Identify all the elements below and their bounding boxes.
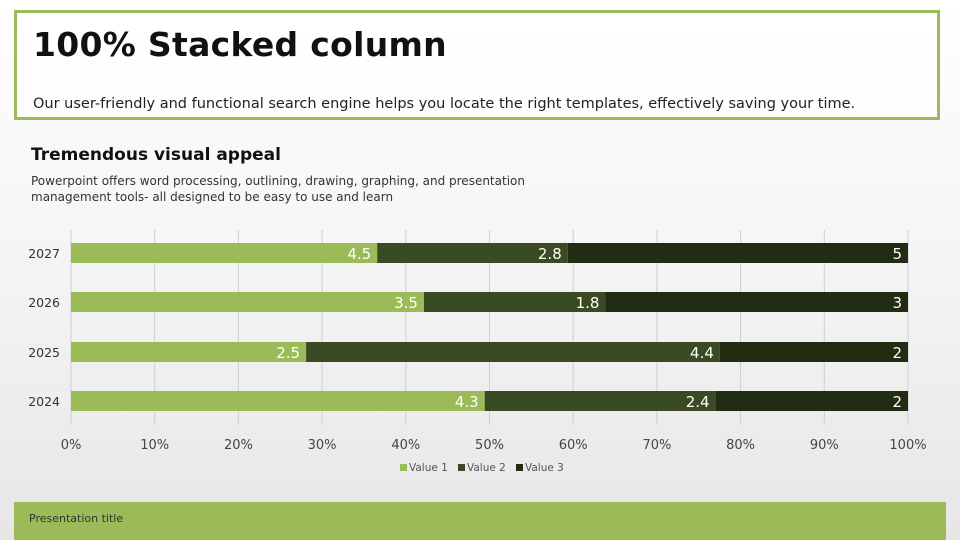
y-category-label: 2027	[28, 246, 60, 261]
legend-swatch	[400, 464, 407, 471]
title-box: 100% Stacked column Our user-friendly an…	[14, 10, 940, 120]
y-category-label: 2026	[28, 295, 60, 310]
x-tick-label: 20%	[224, 438, 253, 453]
footer-bar: Presentation title	[14, 502, 946, 540]
bar-segment-1	[71, 391, 485, 411]
bar-segment-3	[719, 342, 908, 362]
stacked-bar-chart: 4.3 2.4 2 2.5 4.4 2 3.5 1.8 3 4.5 2.8 5 0% 10% 20% 30%…	[28, 230, 927, 474]
legend-label: Value 1	[409, 462, 448, 474]
x-tick-label: 80%	[726, 438, 755, 453]
bar-segment-3	[715, 391, 908, 411]
y-category-label: 2025	[28, 345, 60, 360]
legend-label: Value 2	[467, 462, 506, 474]
data-label: 4.4	[690, 344, 714, 362]
axes: 0% 10% 20% 30% 40% 50% 60% 70% 80% 90% 100% 2024 202…	[28, 246, 926, 453]
x-tick-label: 30%	[308, 438, 337, 453]
slide-title: 100% Stacked column	[33, 25, 447, 64]
bar-segment-2	[484, 391, 716, 411]
x-tick-label: 60%	[559, 438, 588, 453]
data-label: 2.4	[686, 393, 710, 411]
bar-segment-2	[423, 292, 606, 312]
data-label: 3.5	[394, 294, 418, 312]
slide-description: Our user-friendly and functional search …	[33, 96, 856, 112]
x-tick-label: 100%	[889, 438, 926, 453]
data-labels: 4.3 2.4 2 2.5 4.4 2 3.5 1.8 3 4.5 2.8 5	[276, 245, 902, 411]
data-label: 4.3	[455, 393, 479, 411]
data-label: 2.8	[538, 245, 562, 263]
bar-segment-3	[605, 292, 908, 312]
bar-segment-2	[377, 243, 568, 263]
data-label: 2.5	[276, 344, 300, 362]
legend-swatch	[516, 464, 523, 471]
legend: Value 1 Value 2 Value 3	[400, 462, 564, 474]
bar-segment-2	[306, 342, 720, 362]
bar-segment-1	[71, 342, 307, 362]
section-heading: Tremendous visual appeal	[31, 145, 281, 165]
x-tick-label: 90%	[810, 438, 839, 453]
legend-label: Value 3	[525, 462, 564, 474]
footer-text: Presentation title	[29, 512, 124, 525]
x-tick-label: 40%	[391, 438, 420, 453]
x-tick-label: 10%	[140, 438, 169, 453]
data-label: 2	[892, 344, 902, 362]
bar-segment-3	[567, 243, 908, 263]
x-tick-label: 50%	[475, 438, 504, 453]
bars	[71, 243, 908, 411]
data-label: 5	[892, 245, 902, 263]
data-label: 4.5	[347, 245, 371, 263]
x-tick-label: 70%	[642, 438, 671, 453]
data-label: 3	[892, 294, 902, 312]
data-label: 2	[892, 393, 902, 411]
data-label: 1.8	[576, 294, 600, 312]
legend-swatch	[458, 464, 465, 471]
y-category-label: 2024	[28, 394, 60, 409]
bar-segment-1	[71, 292, 424, 312]
x-tick-label: 0%	[61, 438, 82, 453]
section-text: Powerpoint offers word processing, outli…	[31, 174, 525, 204]
bar-segment-1	[71, 243, 378, 263]
